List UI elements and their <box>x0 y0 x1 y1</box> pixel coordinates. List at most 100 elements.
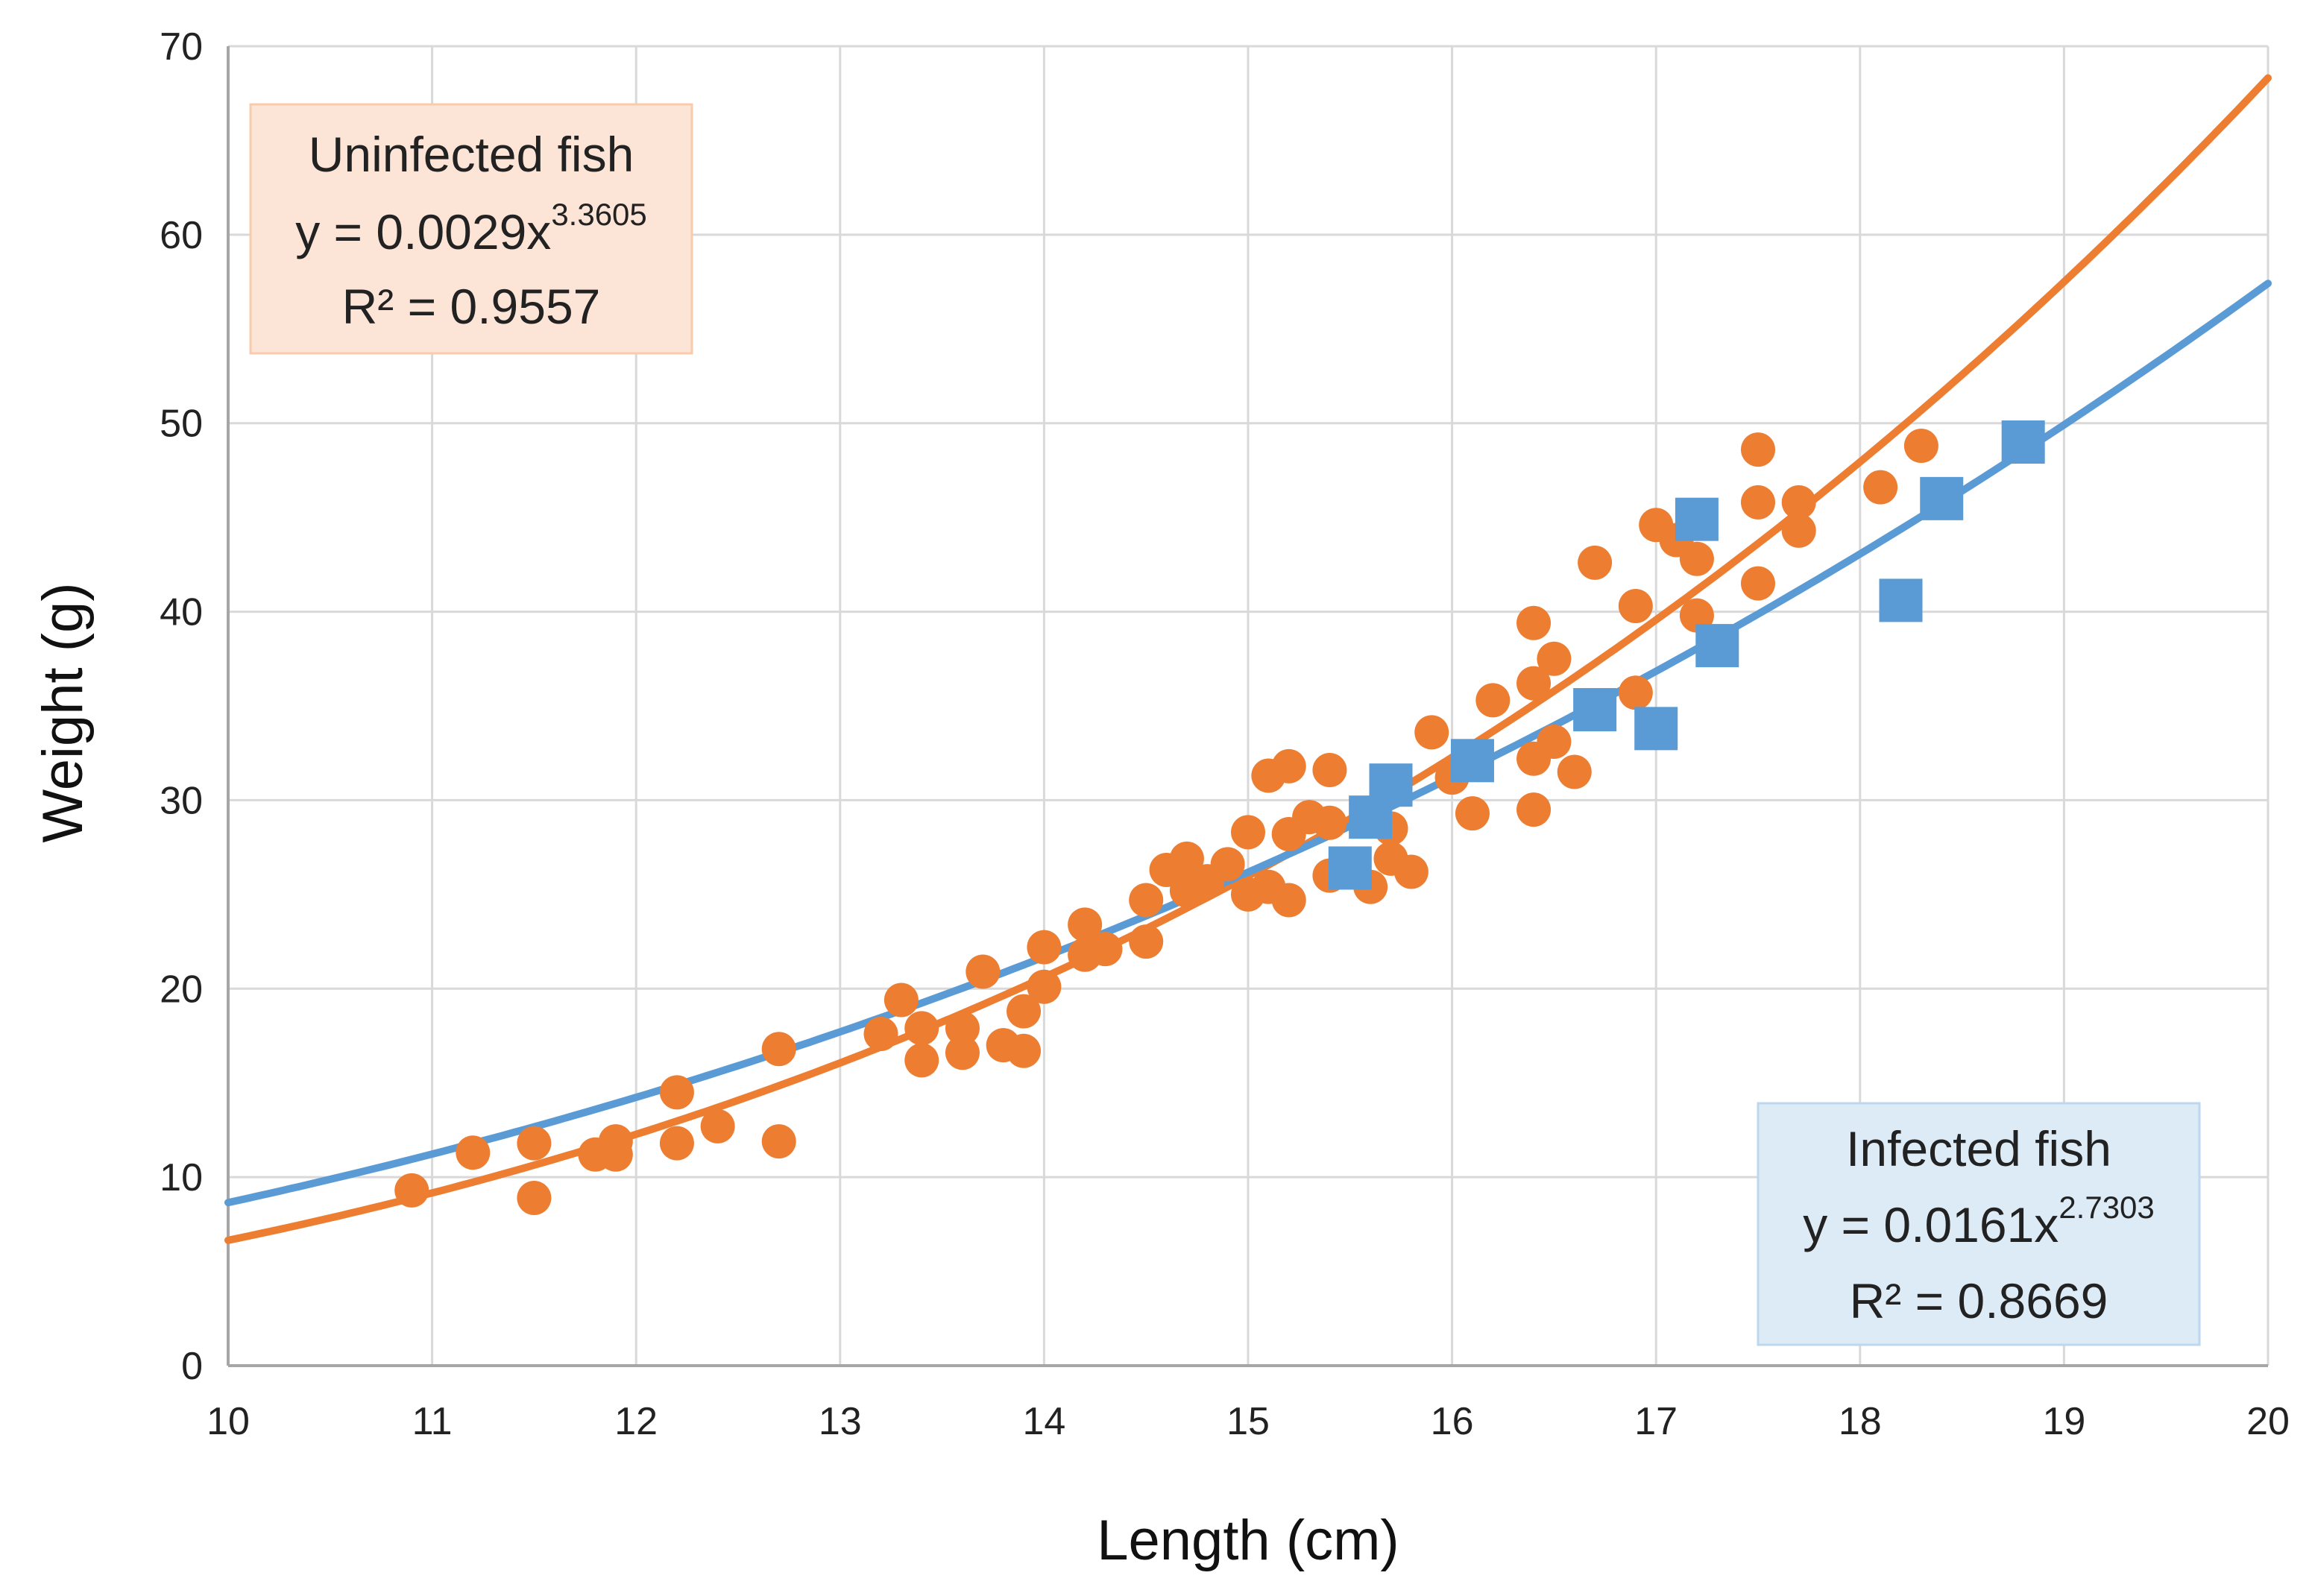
x-tick-label: 17 <box>1634 1400 1678 1443</box>
x-tick-label: 10 <box>207 1400 250 1443</box>
uninfected-box-background <box>249 103 693 355</box>
uninfected-data-point <box>1312 805 1347 840</box>
uninfected-data-point <box>761 1032 796 1067</box>
uninfected-data-point <box>1027 930 1062 965</box>
x-tick-label: 18 <box>1839 1400 1882 1443</box>
uninfected-equation-box: Uninfected fish y = 0.0029x3.3605 R² = 0… <box>249 103 693 355</box>
y-tick-label: 10 <box>160 1156 203 1199</box>
infected-data-point <box>1573 688 1617 732</box>
uninfected-data-point <box>1414 715 1449 750</box>
uninfected-data-point <box>1271 748 1306 783</box>
uninfected-data-point <box>904 1011 939 1046</box>
infected-data-point <box>1450 739 1494 783</box>
infected-equation-base: y = 0.0161x <box>1803 1197 2059 1252</box>
uninfected-data-point <box>1312 752 1347 787</box>
uninfected-data-point <box>456 1135 491 1170</box>
uninfected-data-point <box>659 1075 694 1110</box>
uninfected-data-point <box>598 1137 633 1172</box>
x-axis-ticks: 10 11 12 13 14 15 16 17 18 19 20 <box>207 1400 2290 1443</box>
uninfected-data-point <box>1516 666 1552 701</box>
uninfected-equation: y = 0.0029x3.3605 <box>295 197 647 259</box>
infected-data-point <box>1920 476 1964 520</box>
uninfected-data-point <box>700 1108 735 1144</box>
uninfected-data-point <box>1516 605 1552 640</box>
uninfected-data-point <box>1271 883 1306 918</box>
uninfected-data-point <box>1537 641 1572 676</box>
uninfected-data-point <box>1863 470 1898 505</box>
uninfected-data-point <box>1679 541 1714 576</box>
x-tick-label: 16 <box>1431 1400 1474 1443</box>
uninfected-data-point <box>517 1126 552 1161</box>
x-tick-label: 19 <box>2042 1400 2085 1443</box>
uninfected-data-point <box>1169 841 1204 876</box>
uninfected-data-point <box>1578 545 1613 580</box>
uninfected-data-point <box>761 1124 796 1159</box>
uninfected-data-point <box>1475 683 1511 718</box>
uninfected-data-point <box>863 1016 898 1051</box>
uninfected-equation-base: y = 0.0029x <box>295 204 551 259</box>
infected-data-point <box>1675 497 1719 541</box>
uninfected-r2: R² = 0.9557 <box>342 279 601 334</box>
y-axis-ticks: 0 10 20 30 40 50 60 70 <box>160 25 203 1388</box>
uninfected-data-point <box>1781 485 1816 520</box>
uninfected-data-point <box>517 1180 552 1215</box>
y-tick-label: 20 <box>160 968 203 1011</box>
x-tick-label: 11 <box>412 1400 453 1443</box>
infected-box-background <box>1757 1102 2201 1346</box>
y-tick-label: 50 <box>160 403 203 446</box>
uninfected-data-point <box>1231 815 1265 850</box>
infected-equation-exponent: 2.7303 <box>2059 1190 2154 1225</box>
uninfected-label: Uninfected fish <box>309 127 634 182</box>
uninfected-data-point <box>945 1035 980 1070</box>
uninfected-data-point <box>945 1011 980 1046</box>
uninfected-data-point <box>1557 754 1592 789</box>
uninfected-data-point <box>1618 588 1653 623</box>
y-tick-label: 40 <box>160 591 203 634</box>
infected-equation-box: Infected fish y = 0.0161x2.7303 R² = 0.8… <box>1757 1102 2201 1346</box>
infected-data-point <box>2001 420 2045 464</box>
uninfected-data-point <box>1741 432 1775 467</box>
uninfected-data-point <box>1741 485 1775 520</box>
infected-points <box>1328 420 2045 890</box>
y-tick-label: 60 <box>160 214 203 257</box>
uninfected-data-point <box>1618 675 1653 710</box>
infected-data-point <box>1328 846 1372 890</box>
uninfected-data-point <box>1007 994 1042 1029</box>
y-tick-label: 0 <box>181 1345 203 1388</box>
uninfected-data-point <box>1027 969 1062 1004</box>
infected-data-point <box>1879 578 1923 622</box>
uninfected-equation-exponent: 3.3605 <box>551 197 646 232</box>
infected-label: Infected fish <box>1846 1121 2111 1176</box>
uninfected-data-point <box>1455 796 1490 831</box>
uninfected-data-point <box>1210 847 1245 882</box>
uninfected-data-point <box>1007 1033 1042 1068</box>
y-tick-label: 70 <box>160 25 203 69</box>
uninfected-points <box>394 429 1938 1215</box>
x-tick-label: 20 <box>2246 1400 2290 1443</box>
uninfected-data-point <box>1781 513 1816 548</box>
infected-equation: y = 0.0161x2.7303 <box>1803 1190 2155 1252</box>
infected-data-point <box>1369 763 1413 807</box>
uninfected-data-point <box>659 1126 694 1161</box>
y-axis-title: Weight (g) <box>31 582 95 842</box>
uninfected-data-point <box>904 1043 939 1078</box>
x-axis-title: Length (cm) <box>1097 1509 1399 1572</box>
uninfected-data-point <box>1393 854 1429 889</box>
uninfected-data-point <box>1129 924 1164 959</box>
y-tick-label: 30 <box>160 779 203 822</box>
x-tick-label: 14 <box>1022 1400 1065 1443</box>
infected-data-point <box>1634 707 1678 751</box>
infected-r2: R² = 0.8669 <box>1850 1273 2108 1328</box>
uninfected-data-point <box>1741 566 1775 601</box>
uninfected-data-point <box>883 982 919 1018</box>
uninfected-data-point <box>1068 907 1103 942</box>
uninfected-data-point <box>394 1173 429 1208</box>
uninfected-data-point <box>966 954 1001 989</box>
infected-data-point <box>1695 624 1739 668</box>
x-tick-label: 13 <box>819 1400 862 1443</box>
uninfected-data-point <box>1903 429 1938 464</box>
uninfected-data-point <box>1088 932 1123 967</box>
x-tick-label: 15 <box>1226 1400 1270 1443</box>
uninfected-data-point <box>1516 792 1552 827</box>
